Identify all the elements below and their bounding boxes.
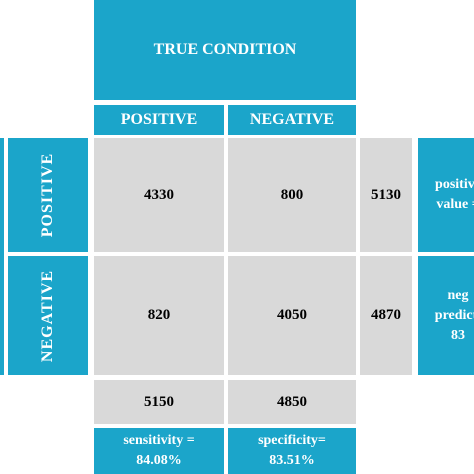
metric-line: 83.51% bbox=[269, 453, 315, 468]
row-metric: positive value = bbox=[418, 138, 474, 252]
column-total: 5150 bbox=[94, 380, 224, 424]
column-header: NEGATIVE bbox=[228, 105, 356, 135]
metric-line: value = bbox=[436, 197, 474, 212]
row-total: 5130 bbox=[360, 138, 412, 252]
cell: 4050 bbox=[228, 256, 356, 375]
title: TRUE CONDITION bbox=[94, 0, 356, 100]
metric-line: predicti bbox=[434, 307, 474, 323]
cell: 820 bbox=[94, 256, 224, 375]
row-total: 4870 bbox=[360, 256, 412, 375]
metric-line: sensitivity = bbox=[123, 433, 195, 448]
row-metric: neg predicti 83 bbox=[418, 256, 474, 375]
cell: 800 bbox=[228, 138, 356, 252]
metric-line: positive bbox=[435, 177, 474, 192]
metric-line: 84.08% bbox=[136, 453, 182, 468]
column-total: 4850 bbox=[228, 380, 356, 424]
cell: 4330 bbox=[94, 138, 224, 252]
row-header: NEGATIVE bbox=[8, 256, 88, 375]
column-metric: specificity= 83.51% bbox=[228, 428, 356, 474]
column-metric: sensitivity = 84.08% bbox=[94, 428, 224, 474]
metric-line: specificity= bbox=[258, 433, 326, 448]
column-header: POSITIVE bbox=[94, 105, 224, 135]
metric-line: 83 bbox=[451, 327, 465, 343]
row-header-text: POSITIVE bbox=[39, 152, 56, 238]
edge-bar bbox=[0, 138, 4, 375]
row-header-text: NEGATIVE bbox=[39, 269, 57, 362]
row-header: POSITIVE bbox=[8, 138, 88, 252]
metric-line: neg bbox=[447, 287, 469, 303]
